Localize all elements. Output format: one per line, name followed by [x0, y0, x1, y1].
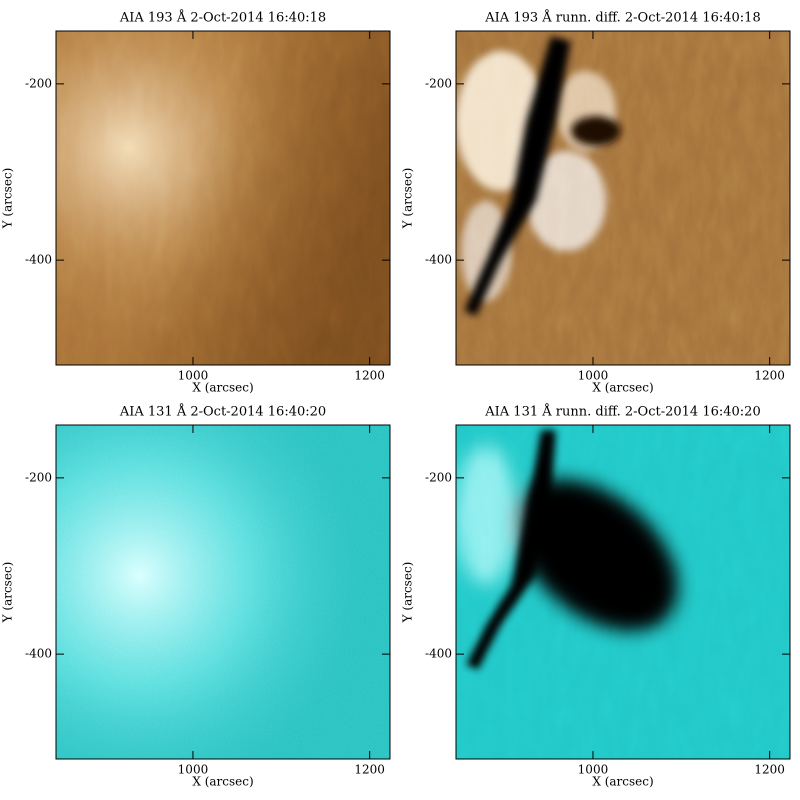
y-tick-label: -400: [25, 647, 52, 661]
x-axis-label: X (arcsec): [192, 775, 253, 789]
image-aia193-diff: [456, 31, 790, 365]
panel-title: AIA 193 Å runn. diff. 2-Oct-2014 16:40:1…: [484, 10, 760, 26]
frame: [455, 424, 791, 760]
image-aia131: [56, 425, 390, 759]
x-axis-label: X (arcsec): [192, 381, 253, 395]
panel-title: AIA 193 Å 2-Oct-2014 16:40:18: [119, 10, 326, 26]
y-axis-label: Y (arcsec): [1, 562, 15, 624]
y-axis-label: Y (arcsec): [401, 562, 415, 624]
panel-title: AIA 131 Å 2-Oct-2014 16:40:20: [119, 404, 326, 420]
x-tick-label: 1000: [578, 369, 609, 383]
y-axis-label: Y (arcsec): [401, 168, 415, 230]
x-tick-label: 1000: [578, 763, 609, 777]
x-tick-label: 1000: [178, 763, 209, 777]
image-aia131-diff: [456, 425, 790, 759]
y-tick-label: -200: [425, 76, 452, 90]
x-tick-label: 1200: [754, 763, 785, 777]
y-tick-label: -400: [25, 253, 52, 267]
x-axis-label: X (arcsec): [592, 381, 653, 395]
x-tick-label: 1200: [754, 369, 785, 383]
y-tick-label: -200: [25, 76, 52, 90]
y-tick-label: -200: [25, 470, 52, 484]
frame: [55, 424, 391, 760]
image-aia193: [56, 31, 390, 365]
x-axis-label: X (arcsec): [592, 775, 653, 789]
y-axis-label: Y (arcsec): [1, 168, 15, 230]
y-tick-label: -400: [425, 647, 452, 661]
panel-title: AIA 131 Å runn. diff. 2-Oct-2014 16:40:2…: [484, 404, 760, 420]
y-tick-label: -200: [425, 470, 452, 484]
frame: [455, 30, 791, 366]
x-tick-label: 1200: [354, 369, 385, 383]
x-tick-label: 1000: [178, 369, 209, 383]
frame: [55, 30, 391, 366]
y-tick-label: -400: [425, 253, 452, 267]
x-tick-label: 1200: [354, 763, 385, 777]
